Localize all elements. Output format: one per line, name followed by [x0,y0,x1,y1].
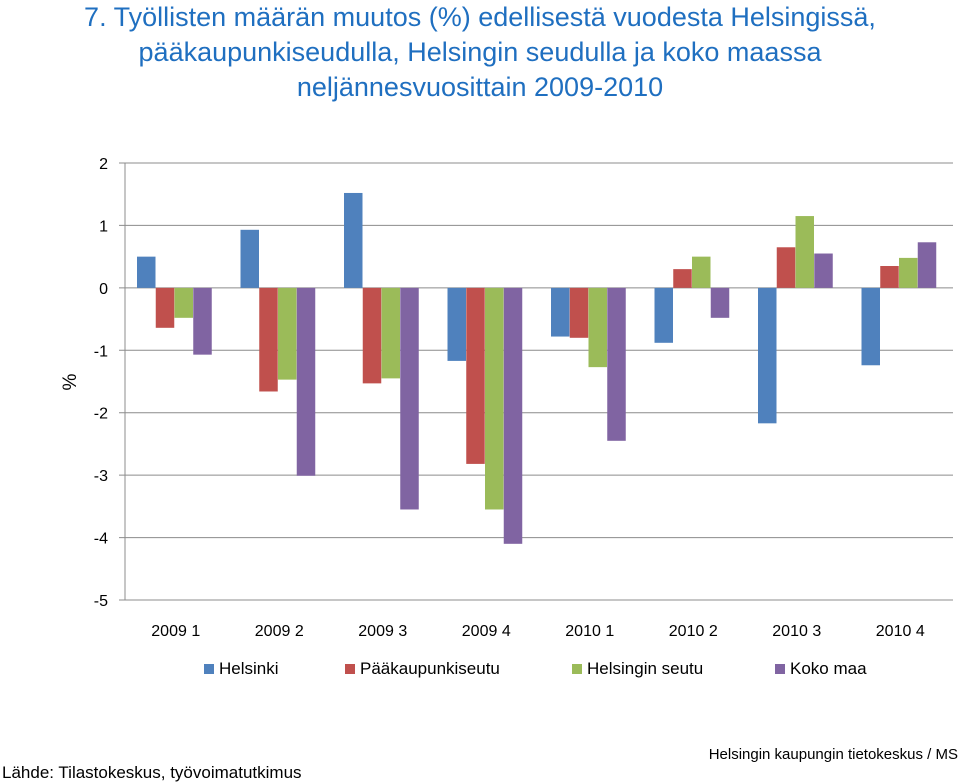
legend-swatch [775,664,785,674]
y-tick-label: -4 [94,531,108,548]
bar [485,287,504,510]
bar [692,256,711,288]
bar [174,287,193,318]
bar [362,287,382,384]
source-note: Lähde: Tilastokeskus, työvoimatutkimus [2,763,302,782]
bar [673,269,692,288]
bar [899,257,918,288]
bar [861,287,880,366]
y-axis-label: % [60,373,81,390]
legend-swatch [204,664,214,674]
legend-label: Koko maa [790,659,867,678]
bar [758,287,777,424]
bar [710,287,730,318]
legend-item-helsingin-seutu: Helsingin seutu [572,659,703,679]
bar [588,287,607,368]
legend-item-helsinki: Helsinki [204,659,279,679]
bar [155,287,175,328]
bar [278,287,297,380]
bar [381,287,400,379]
title-line-2: pääkaupunkiseudulla, Helsingin seudulla … [138,37,822,67]
bar [344,192,363,288]
x-tick-label: 2009 3 [358,623,407,640]
y-tick-label: 2 [99,156,108,173]
x-tick-label: 2009 1 [151,623,200,640]
x-tick-label: 2010 2 [669,623,718,640]
bar [551,287,570,337]
bar [654,287,673,343]
legend: Helsinki Pääkaupunkiseutu Helsingin seut… [0,659,960,683]
y-tick-label: -5 [94,593,108,610]
chart-title: 7. Työllisten määrän muutos (%) edellise… [0,0,960,105]
bar [814,253,833,288]
legend-label: Helsingin seutu [587,659,704,678]
legend-label: Pääkaupunkiseutu [360,659,500,678]
bar [607,287,626,441]
x-tick-label: 2010 1 [565,623,614,640]
publisher-note: Helsingin kaupungin tietokeskus / MS [708,746,958,763]
y-tick-label: -3 [94,468,108,485]
bar [400,287,419,510]
bar [917,242,937,288]
y-tick-label: -2 [94,406,108,423]
bar [503,287,523,544]
x-tick-label: 2010 4 [876,623,925,640]
x-tick-label: 2010 3 [772,623,821,640]
bar [259,287,278,392]
bar [776,247,796,288]
x-tick-label: 2009 2 [255,623,304,640]
bar [193,287,212,355]
title-line-3: neljännesvuosittain 2009-2010 [296,72,664,102]
bar [447,287,466,361]
y-tick-label: 1 [99,218,108,235]
legend-label: Helsinki [219,659,279,678]
legend-item-paakaupunkiseutu: Pääkaupunkiseutu [345,659,500,679]
x-tick-label: 2009 4 [462,623,511,640]
bar [466,287,485,464]
y-tick-label: 0 [99,281,108,298]
bar [240,229,259,288]
legend-swatch [345,664,355,674]
bar [795,216,814,288]
bar [880,266,899,288]
bar [569,287,589,338]
bar [137,256,156,288]
bar [296,287,316,476]
y-tick-label: -1 [94,343,108,360]
legend-swatch [572,664,582,674]
legend-item-koko-maa: Koko maa [775,659,867,679]
title-line-1: 7. Työllisten määrän muutos (%) edellise… [84,2,876,32]
